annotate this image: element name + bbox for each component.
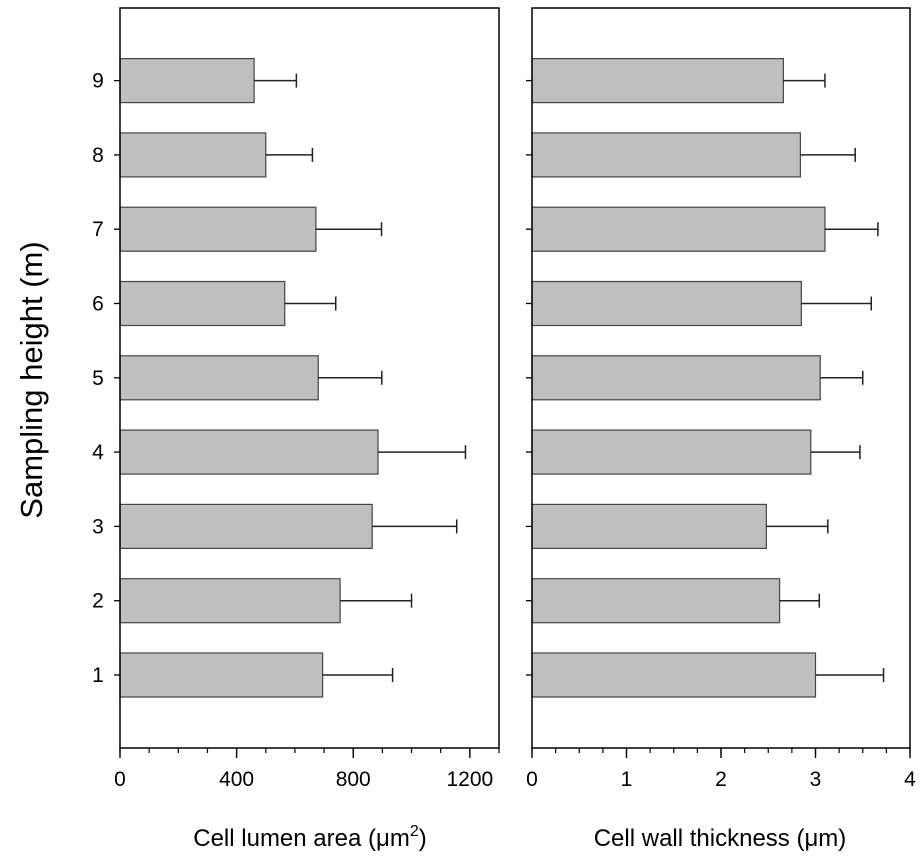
x-tick-label-wall: 2 [715, 768, 727, 791]
panel-cell-lumen-area: 1 2 3 4 5 6 7 8 9 0 400 800 1200 Cell lumen area (μm… [92, 7, 500, 852]
y-tick-label-5: 5 [92, 367, 104, 390]
bar-wall-6 [531, 280, 802, 327]
x-tick-label-wall: 3 [810, 768, 822, 791]
bar-lumen-3 [119, 503, 373, 549]
bar-lumen-7 [119, 206, 317, 252]
panel-cell-wall-thickness: 0 1 2 3 4 Cell wall thickness (μm) [526, 7, 916, 852]
x-axis-title-lumen-main: Cell lumen area ( [193, 825, 376, 852]
plot-area-wall: 0 1 2 3 4 [526, 7, 916, 791]
bar-wall-9 [531, 57, 784, 104]
x-axis-title-wall-main: Cell wall thickness ( [594, 825, 805, 852]
x-axis-title-lumen-superscript: 2 [410, 823, 419, 840]
bar-wall-8 [531, 132, 801, 178]
x-tick-label-lumen: 400 [219, 768, 254, 791]
bar-lumen-1 [119, 652, 324, 698]
x-tick-label-wall: 1 [621, 768, 633, 791]
bar-lumen-6 [119, 280, 286, 327]
x-tick-label-lumen: 1200 [446, 768, 493, 791]
bar-lumen-8 [119, 132, 267, 178]
x-axis-title-lumen: Cell lumen area (μm2) [193, 823, 426, 852]
bar-lumen-4 [119, 429, 379, 475]
bar-lumen-2 [119, 578, 341, 624]
y-tick-label-8: 8 [92, 144, 104, 167]
bar-wall-3 [531, 503, 767, 549]
x-axis-title-lumen-end: ) [419, 825, 427, 852]
x-tick-label-wall: 0 [526, 768, 538, 791]
bar-wall-2 [531, 578, 781, 624]
bar-wall-4 [531, 429, 812, 475]
y-tick-label-2: 2 [92, 590, 104, 613]
y-tick-label-7: 7 [92, 218, 104, 241]
y-axis-title: Sampling height (m) [14, 241, 49, 518]
y-tick-label-6: 6 [92, 293, 104, 316]
y-tick-label-4: 4 [92, 441, 104, 464]
bar-lumen-9 [119, 57, 255, 104]
bar-lumen-5 [119, 355, 319, 401]
x-tick-label-lumen: 0 [114, 768, 126, 791]
plot-area-lumen: 1 2 3 4 5 6 7 8 9 0 400 800 1200 [92, 7, 500, 791]
bar-wall-7 [531, 206, 826, 252]
y-tick-label-9: 9 [92, 70, 104, 93]
x-axis-title-lumen-unit: μm [376, 825, 410, 852]
x-axis-title-wall: Cell wall thickness (μm) [594, 825, 847, 852]
y-tick-label-1: 1 [92, 664, 104, 687]
bar-wall-1 [531, 652, 817, 698]
x-axis-title-wall-unit: μm [804, 825, 838, 852]
x-axis-title-wall-end: ) [838, 825, 846, 852]
y-tick-label-3: 3 [92, 515, 104, 538]
x-tick-label-wall: 4 [904, 768, 916, 791]
bar-wall-5 [531, 355, 821, 401]
x-tick-label-lumen: 800 [336, 768, 371, 791]
